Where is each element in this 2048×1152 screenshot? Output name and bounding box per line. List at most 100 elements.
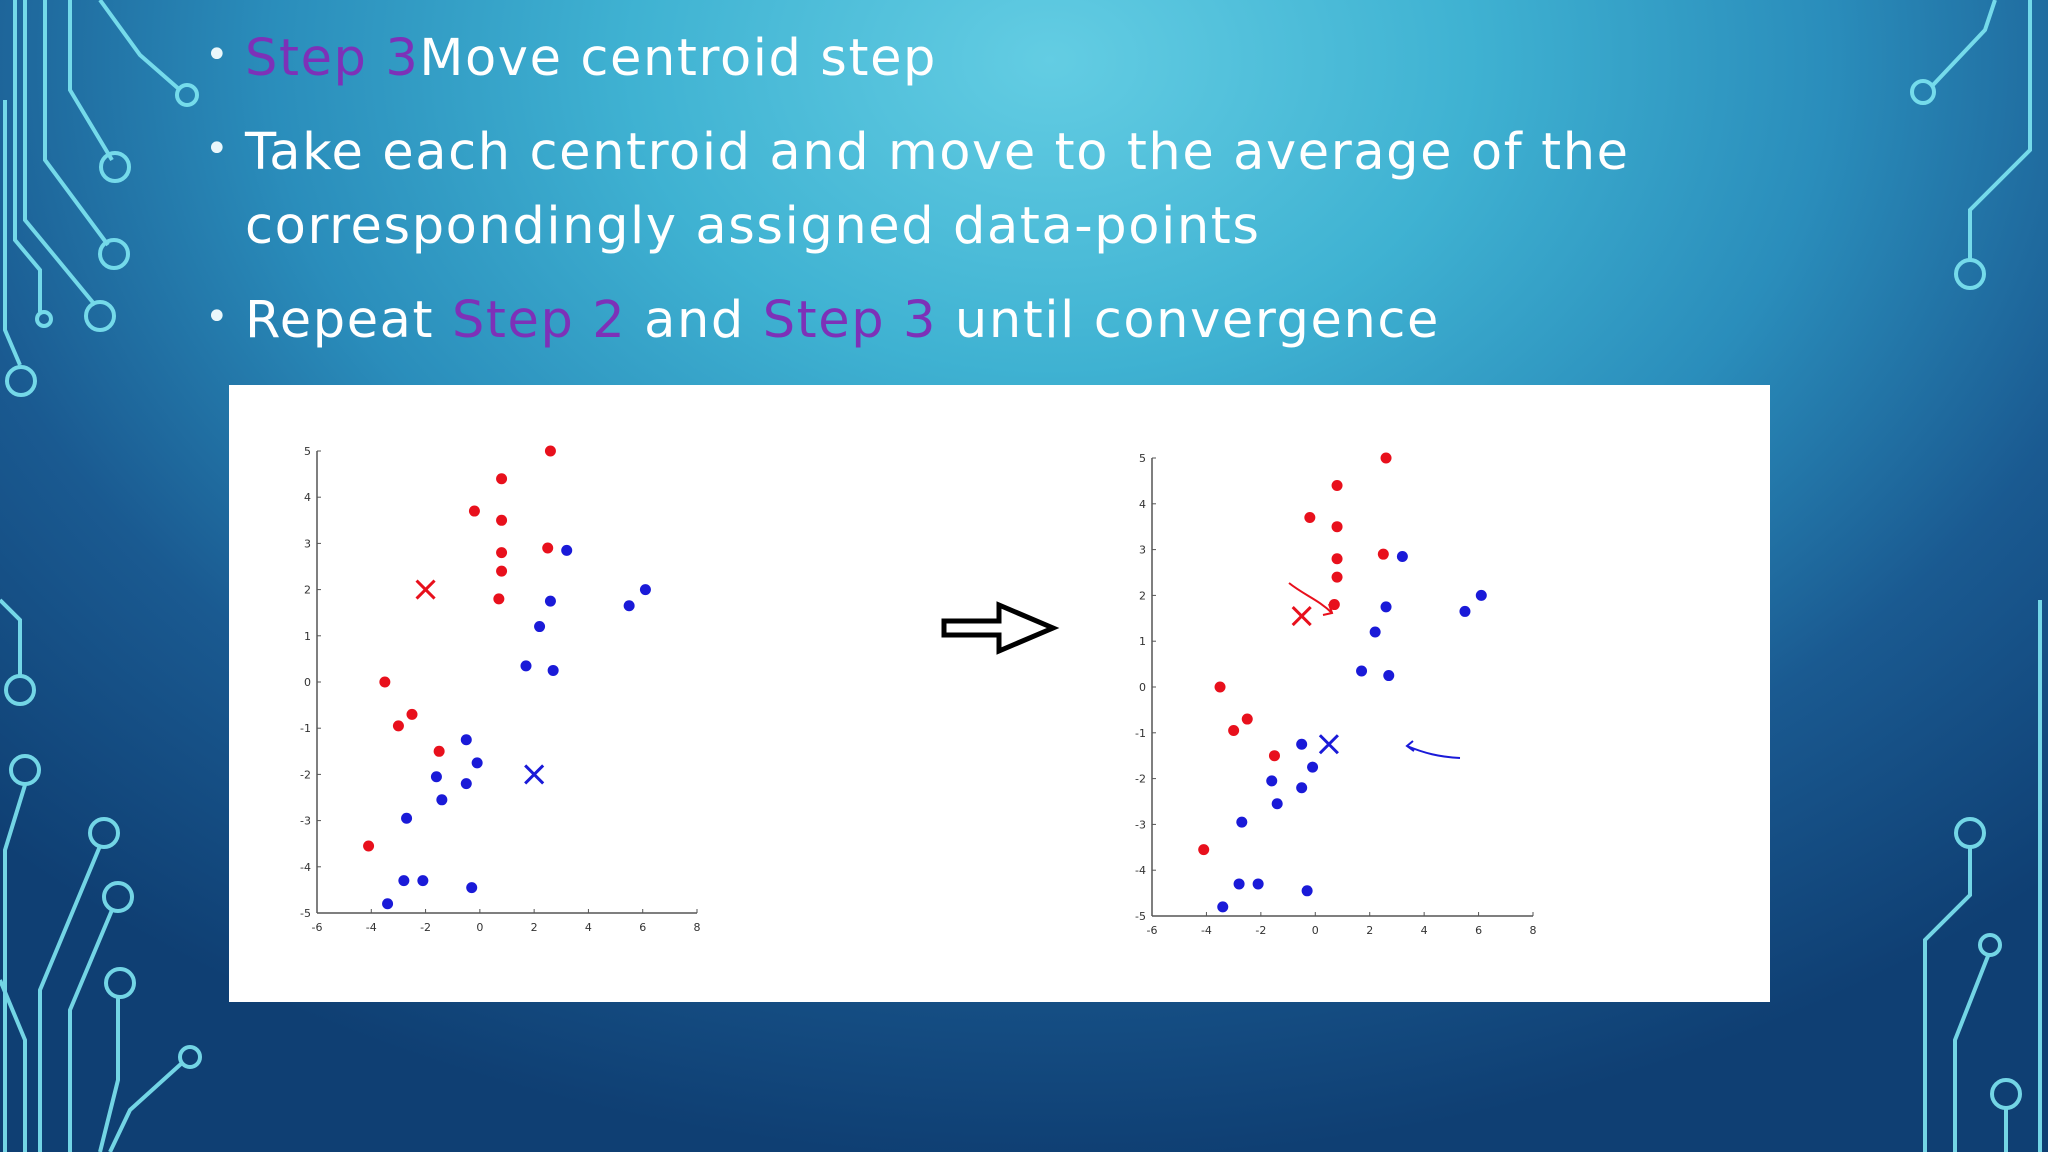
y-tick-label: -4	[1135, 864, 1146, 877]
data-point-blue	[1396, 550, 1408, 562]
right-arrow-icon	[941, 601, 1060, 655]
data-point-red	[1198, 844, 1210, 856]
x-tick-label: 0	[476, 921, 483, 934]
centroid-red-icon	[1291, 605, 1312, 627]
circuit-decoration-left-icon	[0, 0, 202, 1152]
y-tick-label: -5	[1135, 910, 1146, 923]
data-point-blue	[1307, 761, 1319, 773]
data-point-blue	[547, 664, 559, 676]
data-point-blue	[401, 812, 413, 824]
bullet-list: • Step 3Move centroid step • Take each cen…	[205, 22, 1905, 358]
data-point-blue	[1356, 665, 1368, 677]
x-tick-label: 2	[1366, 924, 1373, 937]
data-point-blue	[534, 621, 546, 633]
data-point-red	[496, 514, 508, 526]
data-point-blue	[1383, 670, 1395, 682]
x-tick-label: -4	[366, 921, 377, 934]
data-point-red	[1331, 479, 1343, 491]
data-point-red	[379, 676, 391, 688]
x-tick-label: 2	[531, 921, 538, 934]
y-tick-label: -2	[300, 768, 311, 781]
data-point-blue	[466, 882, 478, 894]
data-point-blue	[1233, 878, 1245, 890]
data-point-blue	[561, 544, 573, 556]
x-tick-label: 6	[1475, 924, 1482, 937]
data-point-blue	[1266, 775, 1278, 787]
x-tick-label: -6	[312, 921, 323, 934]
bullet-dot-icon: •	[205, 126, 231, 172]
data-point-red	[1331, 553, 1343, 565]
data-point-blue	[1459, 605, 1471, 617]
y-tick-label: 4	[304, 491, 311, 504]
data-point-blue	[623, 600, 635, 612]
step3-description: Move centroid step	[419, 29, 938, 88]
data-point-blue	[460, 734, 472, 746]
data-point-red	[542, 542, 554, 554]
data-point-blue	[639, 584, 651, 596]
data-point-red	[493, 593, 505, 605]
data-point-blue	[1369, 626, 1381, 638]
y-tick-label: 2	[1139, 589, 1146, 602]
data-point-red	[496, 547, 508, 559]
y-tick-label: 1	[304, 630, 311, 643]
centroid-move-arrow-red-icon	[1288, 582, 1334, 616]
data-point-blue	[471, 757, 483, 769]
x-tick-label: 6	[639, 921, 646, 934]
y-tick-label: 4	[1139, 498, 1146, 511]
step2-label: Step 2	[451, 291, 627, 350]
data-point-red	[1304, 512, 1316, 524]
y-tick-label: -3	[1135, 818, 1146, 831]
y-tick-label: 2	[304, 584, 311, 597]
data-point-blue	[1252, 878, 1264, 890]
data-point-red	[496, 473, 508, 485]
move-centroid-text: Take each centroid and move to the avera…	[245, 123, 1630, 256]
repeat-text: Repeat	[245, 291, 452, 350]
data-point-blue	[1296, 738, 1308, 750]
bullet-step3-title: • Step 3Move centroid step	[205, 22, 1905, 96]
data-point-red	[1331, 521, 1343, 533]
x-tick-label: -4	[1201, 924, 1212, 937]
x-tick-label: -2	[1255, 924, 1266, 937]
data-point-blue	[520, 660, 532, 672]
y-tick-label: 3	[304, 537, 311, 550]
data-point-red	[496, 565, 508, 577]
data-point-red	[544, 445, 556, 457]
data-point-blue	[417, 875, 429, 887]
kmeans-figure: -6 -4 -2 0 2 4 6 8 -5 -4 -3 -2 -1 0 1 2 3 4 5 -6 -4 -2 0 2 4 6 8-…	[229, 385, 1770, 1002]
data-point-red	[1228, 725, 1240, 737]
scatter-plot-after: -6 -4 -2 0 2 4 6 8 -5 -4 -3 -2 -1 0 1 2 3 4 5	[1135, 452, 1536, 937]
data-point-red	[468, 505, 480, 517]
data-point-red	[1377, 548, 1389, 560]
x-tick-label: 4	[1421, 924, 1428, 937]
y-tick-label: -1	[300, 722, 311, 735]
centroid-blue-icon	[1318, 734, 1339, 755]
data-point-red	[1331, 571, 1343, 583]
data-point-blue	[1236, 816, 1248, 828]
data-point-blue	[1301, 885, 1313, 897]
data-point-red	[406, 708, 418, 720]
convergence-text: until convergence	[937, 291, 1440, 350]
circuit-decoration-right-icon	[1910, 0, 2042, 1152]
centroid-blue-icon	[524, 764, 545, 785]
data-point-red	[1241, 713, 1253, 725]
y-tick-label: 3	[1139, 544, 1146, 557]
y-tick-label: -2	[1135, 773, 1146, 786]
data-point-blue	[544, 595, 556, 607]
y-tick-label: -4	[300, 861, 311, 874]
centroid-move-arrow-blue-icon	[1405, 740, 1461, 759]
x-tick-label: 8	[1530, 924, 1537, 937]
x-tick-label: -6	[1147, 924, 1158, 937]
data-point-blue	[382, 898, 394, 910]
x-tick-label: 0	[1312, 924, 1319, 937]
data-point-blue	[1475, 589, 1487, 601]
data-point-blue	[398, 875, 410, 887]
data-point-blue	[1296, 782, 1308, 794]
bullet-move-centroid: • Take each centroid and move to the aver…	[205, 116, 1905, 264]
data-point-red	[433, 745, 445, 757]
y-tick-label: 0	[304, 676, 311, 689]
bullet-dot-icon: •	[205, 32, 231, 78]
step3-label: Step 3	[245, 29, 420, 88]
data-point-blue	[1271, 798, 1283, 810]
y-tick-label: 0	[1139, 681, 1146, 694]
